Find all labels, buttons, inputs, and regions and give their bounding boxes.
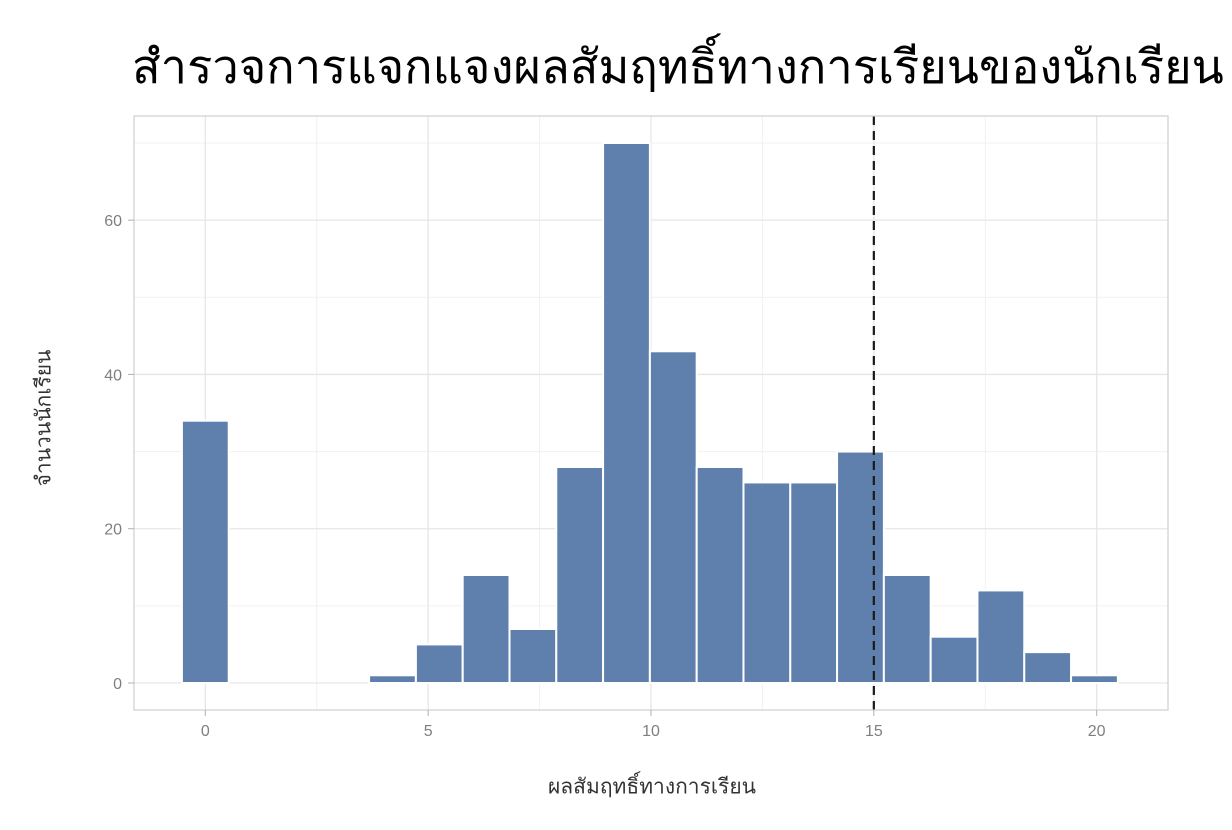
histogram-bar <box>976 589 1026 685</box>
histogram-bars <box>180 142 1119 685</box>
y-axis-label: จำนวนนักเรียน <box>31 349 56 487</box>
histogram-bar <box>555 466 605 684</box>
y-tick-label: 40 <box>104 367 122 384</box>
histogram-bar <box>508 628 558 684</box>
histogram-bar <box>882 574 932 684</box>
histogram-bar <box>602 142 651 684</box>
x-tick-label: 0 <box>201 723 210 740</box>
histogram-bar <box>368 674 417 684</box>
x-tick-label: 5 <box>424 723 433 740</box>
x-tick-label: 10 <box>642 723 660 740</box>
histogram-bar <box>1023 651 1073 685</box>
histogram-bar <box>929 635 979 685</box>
histogram-bar <box>461 574 511 684</box>
x-axis-label: ผลสัมฤทธิ์ทางการเรียน <box>547 774 757 799</box>
histogram-bar <box>180 419 230 684</box>
histogram-bar <box>789 481 839 684</box>
y-tick-label: 0 <box>113 676 122 693</box>
histogram-bar <box>1070 674 1119 684</box>
y-axis-ticks: 0 20 40 60 <box>104 213 134 693</box>
histogram-bar <box>648 350 698 684</box>
y-tick-label: 20 <box>104 522 122 539</box>
y-tick-label: 60 <box>104 213 122 230</box>
histogram-bar <box>695 466 745 684</box>
chart-title: สำรวจการแจกแจงผลสัมฤทธิ์ทางการเรียนของนั… <box>132 40 1224 95</box>
histogram-bar <box>836 450 885 685</box>
x-axis-ticks: 0 5 10 15 20 <box>201 710 1106 740</box>
x-tick-label: 15 <box>865 723 883 740</box>
x-tick-label: 20 <box>1088 723 1106 740</box>
histogram-bar <box>742 481 792 684</box>
histogram-bar <box>414 643 464 685</box>
